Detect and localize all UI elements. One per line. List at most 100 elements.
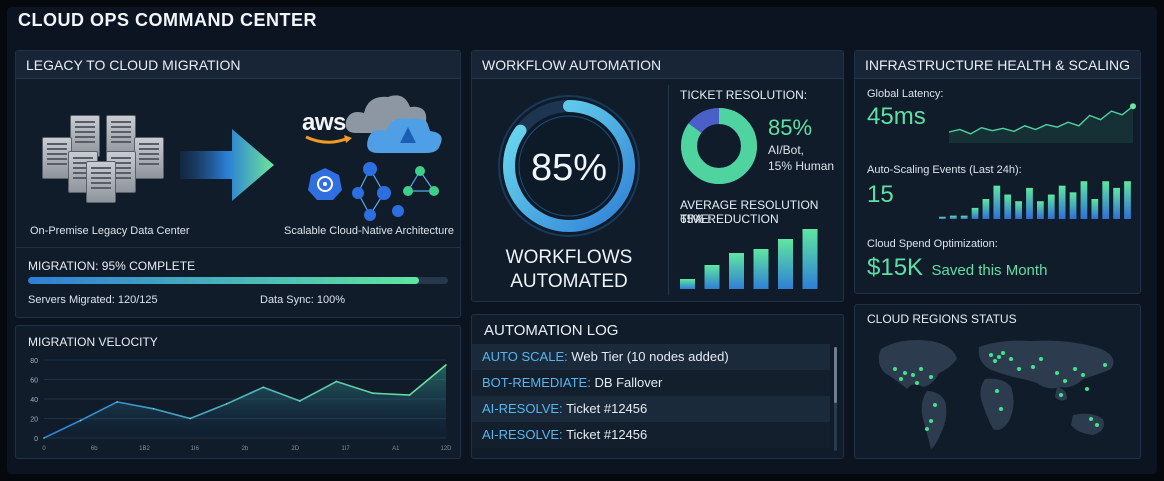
scaling-bar — [1058, 185, 1066, 219]
region-status-dot[interactable] — [989, 353, 993, 357]
region-status-dot[interactable] — [1031, 365, 1035, 369]
region-status-dot[interactable] — [1085, 387, 1089, 391]
gauge-inner-ring — [518, 115, 620, 217]
region-status-dot[interactable] — [915, 381, 919, 385]
log-row-text: Ticket #12456 — [562, 401, 648, 416]
region-status-dot[interactable] — [995, 389, 999, 393]
region-status-dot[interactable] — [1001, 351, 1005, 355]
resolution-bar — [680, 279, 695, 289]
gauge-caption-2: AUTOMATED — [510, 271, 628, 292]
velocity-x-tick: 0 — [42, 446, 46, 452]
regions-panel: CLOUD REGIONS STATUS — [854, 304, 1141, 459]
log-scrollbar-thumb[interactable] — [834, 347, 837, 403]
region-status-dot[interactable] — [997, 355, 1001, 359]
velocity-x-tick: 1I6 — [191, 446, 200, 452]
resolution-bar — [729, 253, 744, 289]
infra-panel: INFRASTRUCTURE HEALTH & SCALING Global L… — [854, 50, 1141, 294]
scaling-bar — [939, 216, 946, 219]
gauge-arc — [503, 100, 635, 232]
velocity-x-tick: 2b — [242, 446, 249, 452]
latency-value: 45ms — [867, 103, 926, 130]
region-status-dot[interactable] — [1095, 423, 1099, 427]
region-status-dot[interactable] — [929, 419, 933, 423]
migration-arrow-icon — [180, 129, 274, 201]
region-status-dot[interactable] — [929, 375, 933, 379]
velocity-y-tick: 0 — [34, 436, 38, 443]
log-row[interactable]: BOT-REMEDIATE: DB Fallover — [472, 370, 830, 396]
migration-progress-bar — [28, 277, 448, 284]
spend-value: $15K — [867, 254, 924, 281]
source-label: On-Premise Legacy Data Center — [30, 225, 190, 237]
infra-title: INFRASTRUCTURE HEALTH & SCALING — [855, 51, 1140, 79]
log-row-text: Web Tier (10 nodes added) — [567, 349, 729, 364]
log-row-text: Ticket #12456 — [562, 427, 648, 442]
resolution-bar — [802, 229, 818, 289]
ticket-line2: 15% Human — [768, 159, 835, 173]
app-title: CLOUD OPS COMMAND CENTER — [18, 10, 317, 30]
region-status-dot[interactable] — [1055, 371, 1059, 375]
scaling-bar — [949, 215, 957, 219]
scaling-bar — [960, 215, 968, 219]
region-status-dot[interactable] — [911, 373, 915, 377]
log-row[interactable]: AI-RESOLVE: Ticket #12456 — [472, 422, 830, 448]
scaling-bar — [982, 199, 990, 219]
resolution-bar-chart — [680, 229, 818, 289]
velocity-chart: 0 20 40 60 80 0 6b 1B2 1I6 2b 2D 1I7 A1 12D — [30, 358, 452, 452]
log-row[interactable]: AUTO SCALE: Web Tier (10 nodes added) — [472, 344, 830, 370]
region-status-dot[interactable] — [1073, 367, 1077, 371]
resolution-bar — [704, 265, 720, 289]
velocity-x-tick: 12D — [440, 446, 452, 452]
scaling-bar — [1091, 199, 1099, 219]
region-status-dot[interactable] — [899, 377, 903, 381]
workflow-title: WORKFLOW AUTOMATION — [472, 51, 843, 79]
region-status-dot[interactable] — [1059, 393, 1063, 397]
migration-panel: LEGACY TO CLOUD MIGRATION aws — [15, 50, 461, 318]
region-status-dot[interactable] — [993, 359, 997, 363]
velocity-x-tick: 6b — [91, 446, 98, 452]
network-graph-icon — [352, 162, 439, 221]
velocity-point — [43, 437, 45, 439]
region-status-dot[interactable] — [1089, 417, 1093, 421]
region-status-dot[interactable] — [1017, 367, 1021, 371]
log-row[interactable]: AI-RESOLVE: Ticket #12456 — [472, 396, 830, 422]
gauge-outer-ring — [498, 95, 640, 237]
velocity-x-tick: A1 — [392, 446, 400, 452]
servers-migrated: Servers Migrated: 120/125 — [28, 294, 158, 306]
velocity-x-tick: 1I7 — [341, 446, 350, 452]
region-status-dot[interactable] — [925, 427, 929, 431]
velocity-point — [445, 364, 447, 366]
region-status-dot[interactable] — [999, 407, 1003, 411]
region-status-dot[interactable] — [893, 367, 897, 371]
cloud-icon — [345, 95, 442, 153]
region-status-dot[interactable] — [1039, 357, 1043, 361]
resolution-title: AVERAGE RESOLUTION TIME: — [680, 198, 819, 226]
latency-line — [948, 105, 1134, 135]
scaling-bar — [1069, 192, 1077, 219]
scaling-bar — [971, 207, 979, 219]
velocity-point — [152, 407, 155, 410]
region-status-dot[interactable] — [903, 371, 907, 375]
donut-ai-slice — [681, 108, 757, 184]
velocity-point — [335, 380, 338, 383]
velocity-y-tick: 60 — [30, 378, 38, 385]
log-row-text: DB Fallover — [590, 375, 663, 390]
latency-endpoint — [1130, 103, 1136, 110]
scaling-bar — [1037, 201, 1044, 219]
velocity-x-tick: 2D — [291, 446, 299, 452]
region-status-dot[interactable] — [1063, 379, 1067, 383]
log-scrollbar[interactable] — [834, 347, 837, 451]
region-status-dot[interactable] — [1081, 373, 1085, 377]
scaling-bar — [1026, 187, 1033, 219]
region-status-dot[interactable] — [1103, 363, 1107, 367]
scaling-bar — [1080, 181, 1088, 219]
region-status-dot[interactable] — [933, 403, 937, 407]
velocity-point — [262, 386, 265, 389]
region-status-dot[interactable] — [919, 367, 923, 371]
log-row-tag: AI-RESOLVE: — [482, 401, 563, 416]
scaling-bar — [1015, 201, 1022, 219]
region-status-dot[interactable] — [1009, 357, 1013, 361]
ticket-line1: AI/Bot, — [768, 143, 805, 157]
scaling-bar — [993, 185, 1001, 219]
velocity-point — [408, 394, 411, 396]
scaling-bar — [1004, 194, 1012, 219]
